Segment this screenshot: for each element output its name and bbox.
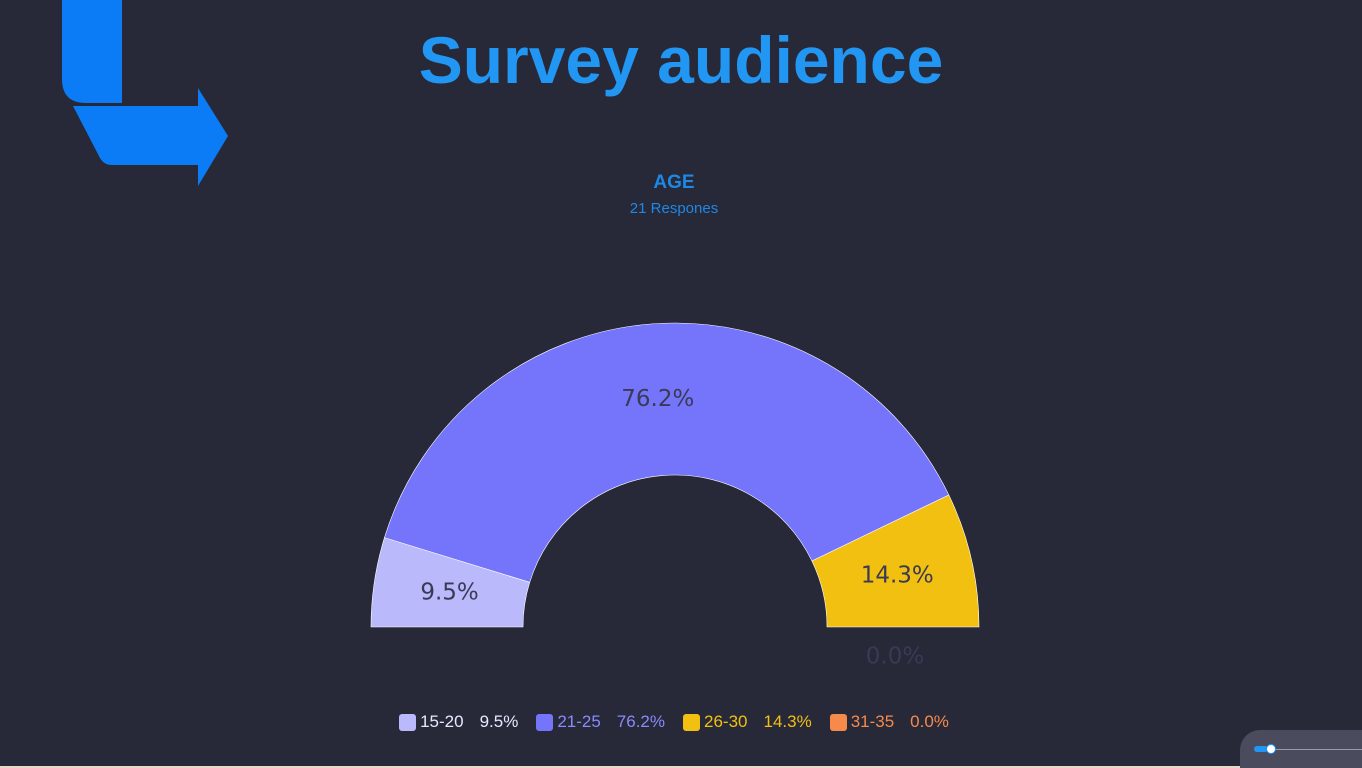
legend-value: 76.2% — [616, 712, 665, 731]
legend-label: 21-25 — [557, 712, 601, 731]
legend-swatch — [536, 713, 554, 731]
legend-label: 15-20 — [420, 712, 464, 731]
slider-track — [1260, 749, 1362, 750]
legend-swatch — [829, 713, 847, 731]
legend-swatch — [683, 713, 700, 731]
chart-legend: 15-20 9.5% 21-25 76.2% 26-30 14.3% 31-35 0.0% — [0, 712, 1348, 732]
legend-label: 31-35 — [850, 712, 895, 731]
legend-value: 9.5% — [479, 712, 519, 731]
corner-arrow-logo-icon — [62, 0, 228, 186]
legend-value: 14.3% — [763, 712, 812, 731]
chart-subtitle: 21 Respones — [629, 200, 719, 217]
legend-item-21-25[interactable]: 21-25 76.2% — [536, 712, 665, 732]
legend-value: 0.0% — [910, 712, 949, 731]
page-title: Survey audience — [418, 23, 944, 97]
chart-data-label: 0.0% — [866, 644, 924, 670]
chart-slice-26-30[interactable] — [811, 494, 980, 628]
page-bottom-border — [0, 766, 1362, 768]
legend-swatch — [399, 713, 417, 731]
slider-fill — [1254, 746, 1268, 752]
zoom-slider[interactable] — [1240, 730, 1362, 768]
semi-donut-chart: 9.5% 76.2% 14.3% 0.0% — [370, 322, 980, 670]
chart-data-label: 76.2% — [621, 386, 694, 412]
chart-title: AGE — [653, 172, 695, 193]
legend-item-26-30[interactable]: 26-30 14.3% — [683, 712, 812, 732]
slider-thumb[interactable] — [1266, 744, 1276, 754]
legend-item-15-20[interactable]: 15-20 9.5% — [399, 712, 518, 732]
chart-data-label: 14.3% — [861, 563, 934, 589]
legend-label: 26-30 — [704, 712, 748, 731]
chart-data-label: 9.5% — [420, 580, 478, 606]
legend-item-31-35[interactable]: 31-35 0.0% — [829, 712, 949, 732]
chart-slice-21-25[interactable] — [384, 322, 950, 583]
